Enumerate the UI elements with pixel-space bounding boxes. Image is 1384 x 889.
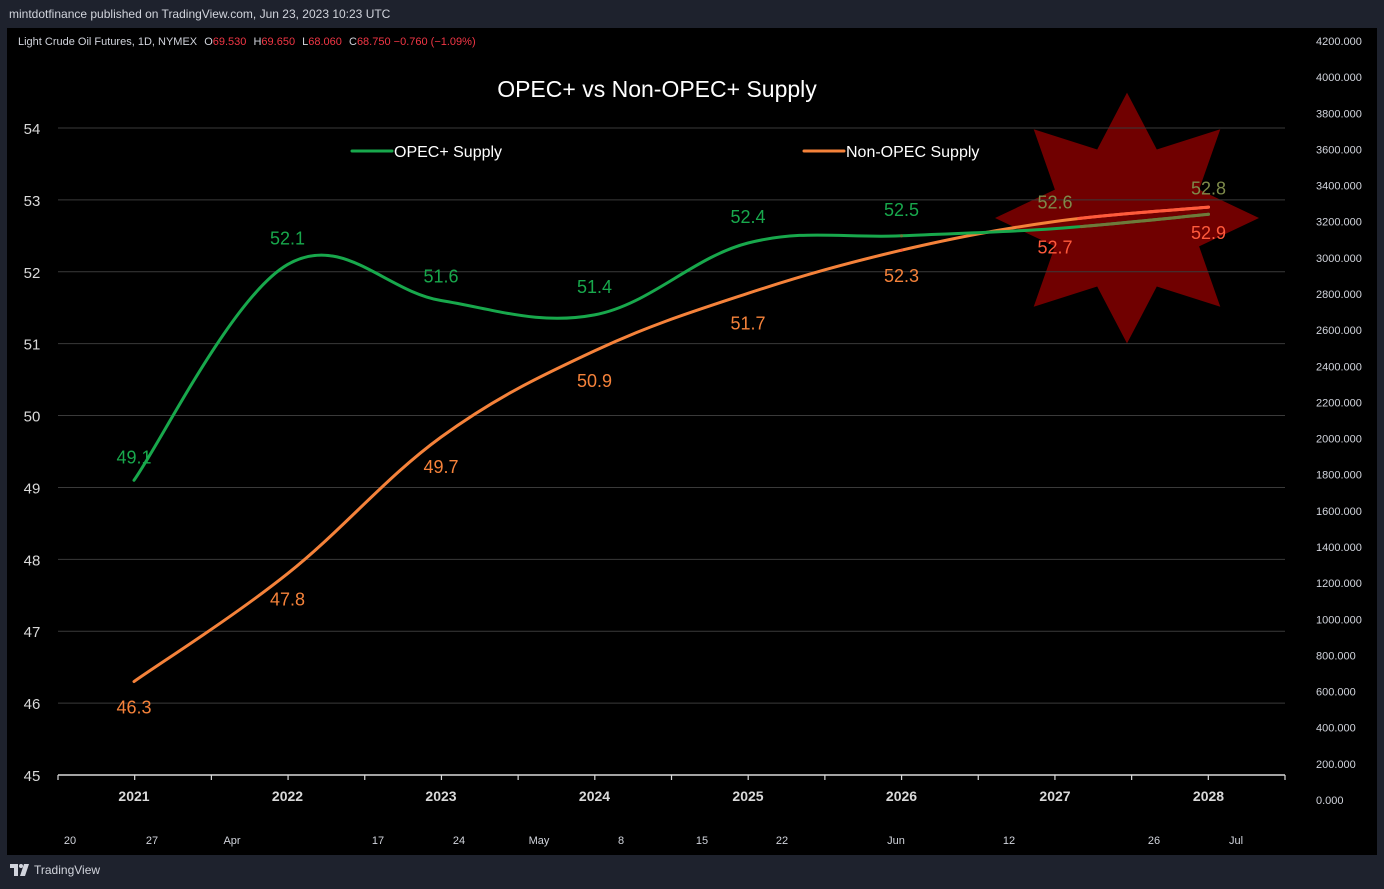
highlight-star-icon <box>995 92 1259 344</box>
high-value: 69.650 <box>261 36 296 48</box>
legend-label: OPEC+ Supply <box>394 144 502 161</box>
x-tick-label: 2027 <box>1039 788 1070 804</box>
non-opec-supply-line <box>132 205 1210 684</box>
opec-data-label: 51.4 <box>577 277 612 297</box>
opec-supply-line <box>132 212 1210 482</box>
price-axis-label: 2800.000 <box>1316 289 1362 301</box>
price-change: −0.760 (−1.09%) <box>393 36 476 48</box>
price-axis-label: 3800.000 <box>1316 108 1362 120</box>
symbol-info: Light Crude Oil Futures, 1D, NYMEX O69.5… <box>18 36 476 48</box>
y-tick-label: 50 <box>24 409 41 426</box>
price-axis-label: 1600.000 <box>1316 506 1362 518</box>
close-label: C <box>348 36 357 48</box>
time-axis-label: Jun <box>887 835 905 847</box>
opec-data-label: 52.4 <box>730 207 765 227</box>
price-axis-label: 3400.000 <box>1316 181 1362 193</box>
x-tick-label: 2024 <box>579 788 610 804</box>
x-tick-label: 2023 <box>425 788 456 804</box>
non-opec-data-label: 49.7 <box>423 457 458 477</box>
opec-data-label: 52.5 <box>884 200 919 220</box>
close-value: 68.750 <box>356 36 391 48</box>
y-tick-label: 54 <box>24 121 41 138</box>
y-tick-label: 52 <box>24 265 41 282</box>
price-axis-label: 2200.000 <box>1316 397 1362 409</box>
non-opec-data-label: 52.9 <box>1191 223 1226 243</box>
x-tick-label: 2021 <box>118 788 149 804</box>
price-axis-label: 3000.000 <box>1316 253 1362 265</box>
x-tick-label: 2025 <box>732 788 763 804</box>
non-opec-data-label: 52.3 <box>884 266 919 286</box>
non-opec-data-label: 52.7 <box>1037 237 1072 257</box>
time-axis-label: May <box>529 835 550 847</box>
price-axis-label: 3200.000 <box>1316 217 1362 229</box>
non-opec-supply-line-highlight <box>900 205 1210 252</box>
opec-data-label: 49.1 <box>116 447 151 467</box>
x-tick-label: 2028 <box>1193 788 1224 804</box>
price-axis-label: 400.000 <box>1316 723 1356 735</box>
time-axis-label: 17 <box>372 835 384 847</box>
time-axis-label: 22 <box>776 835 788 847</box>
price-axis-label: 600.000 <box>1316 687 1356 699</box>
y-tick-label: 47 <box>24 624 41 641</box>
price-axis-label: 0.000 <box>1316 795 1344 807</box>
opec-data-label: 52.1 <box>270 229 305 249</box>
x-tick-label: 2026 <box>886 788 917 804</box>
time-axis-label: 15 <box>696 835 708 847</box>
price-axis-label: 2600.000 <box>1316 325 1362 337</box>
price-axis-label: 1800.000 <box>1316 470 1362 482</box>
price-axis-label: 4000.000 <box>1316 72 1362 84</box>
non-opec-data-label: 50.9 <box>577 371 612 391</box>
high-label: H <box>253 36 262 48</box>
opec-data-label: 52.8 <box>1191 178 1226 198</box>
y-tick-label: 48 <box>24 552 41 569</box>
price-axis-label: 4200.000 <box>1316 36 1362 48</box>
time-axis-label: Jul <box>1229 835 1243 847</box>
time-axis-label: 24 <box>453 835 465 847</box>
price-axis-label: 200.000 <box>1316 759 1356 771</box>
y-tick-label: 51 <box>24 337 41 354</box>
low-value: 68.060 <box>308 36 342 48</box>
y-tick-label: 46 <box>24 696 41 713</box>
open-label: O <box>204 36 213 48</box>
price-axis-label: 2000.000 <box>1316 434 1362 446</box>
price-axis-label: 1400.000 <box>1316 542 1362 554</box>
chart-title: OPEC+ vs Non-OPEC+ Supply <box>497 76 817 102</box>
time-axis-label: 12 <box>1003 835 1015 847</box>
opec-supply-line-highlight <box>900 212 1210 238</box>
publisher-caption: mintdotfinance published on TradingView.… <box>9 7 391 21</box>
y-tick-label: 53 <box>24 193 41 210</box>
x-tick-label: 2022 <box>272 788 303 804</box>
time-axis-label: Apr <box>223 835 240 847</box>
opec-data-label: 51.6 <box>423 267 458 287</box>
symbol-name[interactable]: Light Crude Oil Futures, 1D, NYMEX <box>18 36 198 48</box>
y-tick-label: 45 <box>24 768 41 785</box>
time-axis-label: 20 <box>64 835 76 847</box>
low-label: L <box>302 36 309 48</box>
non-opec-data-label: 47.8 <box>270 590 305 610</box>
non-opec-data-label: 46.3 <box>116 698 151 718</box>
non-opec-data-label: 51.7 <box>730 313 765 333</box>
time-axis-label: 8 <box>618 835 624 847</box>
price-axis-label: 800.000 <box>1316 650 1356 662</box>
tradingview-footer[interactable]: TradingView <box>10 863 100 877</box>
open-value: 69.530 <box>212 36 247 48</box>
tradingview-brand: TradingView <box>34 863 101 877</box>
time-axis-label: 27 <box>146 835 158 847</box>
price-axis-label: 3600.000 <box>1316 144 1362 156</box>
time-axis-label: 26 <box>1148 835 1160 847</box>
tradingview-logo-icon <box>10 864 29 876</box>
price-axis-label: 1200.000 <box>1316 578 1362 590</box>
price-axis-label: 1000.000 <box>1316 614 1362 626</box>
opec-data-label: 52.6 <box>1037 193 1072 213</box>
legend-label: Non-OPEC Supply <box>846 144 979 161</box>
y-tick-label: 49 <box>24 480 41 497</box>
price-axis-label: 2400.000 <box>1316 361 1362 373</box>
